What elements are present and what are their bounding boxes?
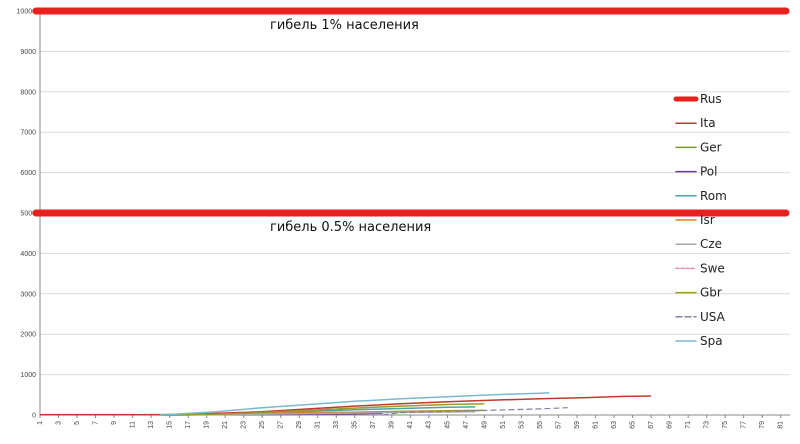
x-tick-label: 9 bbox=[111, 421, 118, 425]
legend-label-rom: Rom bbox=[700, 189, 727, 203]
chart-series-lines bbox=[40, 392, 652, 416]
y-tick-label: 0 bbox=[32, 413, 36, 420]
x-tick-label: 47 bbox=[463, 421, 470, 429]
y-tick-label: 9000 bbox=[20, 49, 36, 56]
x-tick-label: 77 bbox=[741, 421, 748, 429]
x-tick-label: 63 bbox=[611, 421, 618, 429]
legend-label-ita: Ita bbox=[700, 116, 716, 130]
x-tick-label: 79 bbox=[759, 421, 766, 429]
legend: Rus Ita Ger Pol Rom Isr Cze Swe Gbr USA Spa bbox=[673, 92, 727, 348]
x-tick-label: 39 bbox=[389, 421, 396, 429]
x-tick-label: 31 bbox=[315, 421, 322, 429]
x-tick-label: 67 bbox=[648, 421, 655, 429]
x-tick-label: 61 bbox=[592, 421, 599, 429]
x-tick-label: 35 bbox=[352, 421, 359, 429]
series-line-gbr bbox=[160, 402, 485, 416]
legend-label-gbr: Gbr bbox=[700, 286, 722, 300]
legend-label-swe: Swe bbox=[700, 261, 725, 275]
x-tick-label: 17 bbox=[185, 421, 192, 429]
y-tick-label: 3000 bbox=[20, 291, 36, 298]
x-tick-label: 43 bbox=[426, 421, 433, 429]
y-tick-label: 10000 bbox=[17, 9, 37, 16]
annotation-label: гибель 0.5% населения bbox=[270, 220, 431, 235]
y-tick-label: 4000 bbox=[20, 251, 36, 258]
x-tick-label: 81 bbox=[778, 421, 785, 429]
x-tick-label: 19 bbox=[204, 421, 211, 429]
x-tick-label: 41 bbox=[407, 421, 414, 429]
x-tick-label: 57 bbox=[555, 421, 562, 429]
x-tick-label: 51 bbox=[500, 421, 507, 429]
x-tick-label: 71 bbox=[685, 421, 692, 429]
reference-lines bbox=[32, 7, 790, 217]
x-tick-label: 1 bbox=[37, 421, 44, 425]
legend-label-pol: Pol bbox=[700, 165, 717, 179]
legend-label-usa: USA bbox=[700, 310, 726, 324]
y-tick-label: 2000 bbox=[20, 332, 36, 339]
legend-label-ger: Ger bbox=[700, 140, 722, 154]
chart-tick-labels: 0 1000 2000 3000 4000 5000 6000 7000 8000 9000 100… bbox=[17, 9, 785, 429]
x-tick-label: 73 bbox=[704, 421, 711, 429]
x-tick-label: 25 bbox=[259, 421, 266, 429]
y-tick-label: 7000 bbox=[20, 130, 36, 137]
chart-grid bbox=[40, 10, 790, 376]
legend-label-isr: Isr bbox=[700, 213, 715, 227]
legend-label-spa: Spa bbox=[700, 334, 723, 348]
y-tick-label: 5000 bbox=[20, 211, 36, 218]
x-tick-label: 55 bbox=[537, 421, 544, 429]
x-tick-label: 3 bbox=[55, 421, 62, 425]
x-tick-label: 69 bbox=[666, 421, 673, 429]
x-tick-label: 37 bbox=[370, 421, 377, 429]
x-tick-label: 59 bbox=[574, 421, 581, 429]
x-tick-label: 27 bbox=[278, 421, 285, 429]
x-tick-label: 15 bbox=[166, 421, 173, 429]
x-tick-label: 49 bbox=[481, 421, 488, 429]
y-tick-label: 8000 bbox=[20, 89, 36, 96]
x-tick-label: 13 bbox=[148, 421, 155, 429]
x-tick-label: 65 bbox=[629, 421, 636, 429]
y-tick-label: 6000 bbox=[20, 170, 36, 177]
x-tick-label: 53 bbox=[518, 421, 525, 429]
legend-label-rus: Rus bbox=[700, 92, 722, 106]
y-tick-label: 1000 bbox=[20, 372, 36, 379]
annotations: гибель 1% населения гибель 0.5% населения bbox=[270, 18, 431, 235]
annotation-label: гибель 1% населения bbox=[270, 18, 419, 33]
legend-label-cze: Cze bbox=[700, 237, 722, 251]
x-tick-label: 23 bbox=[241, 421, 248, 429]
x-tick-label: 29 bbox=[296, 421, 303, 429]
x-tick-label: 7 bbox=[92, 421, 99, 425]
x-tick-label: 21 bbox=[222, 421, 229, 429]
x-tick-label: 11 bbox=[129, 421, 136, 428]
series-line-spa bbox=[160, 392, 550, 416]
x-tick-label: 45 bbox=[444, 421, 451, 429]
x-tick-label: 33 bbox=[333, 421, 340, 429]
x-tick-label: 75 bbox=[722, 421, 729, 429]
x-tick-label: 5 bbox=[74, 421, 81, 425]
series-line-usa bbox=[382, 407, 568, 416]
